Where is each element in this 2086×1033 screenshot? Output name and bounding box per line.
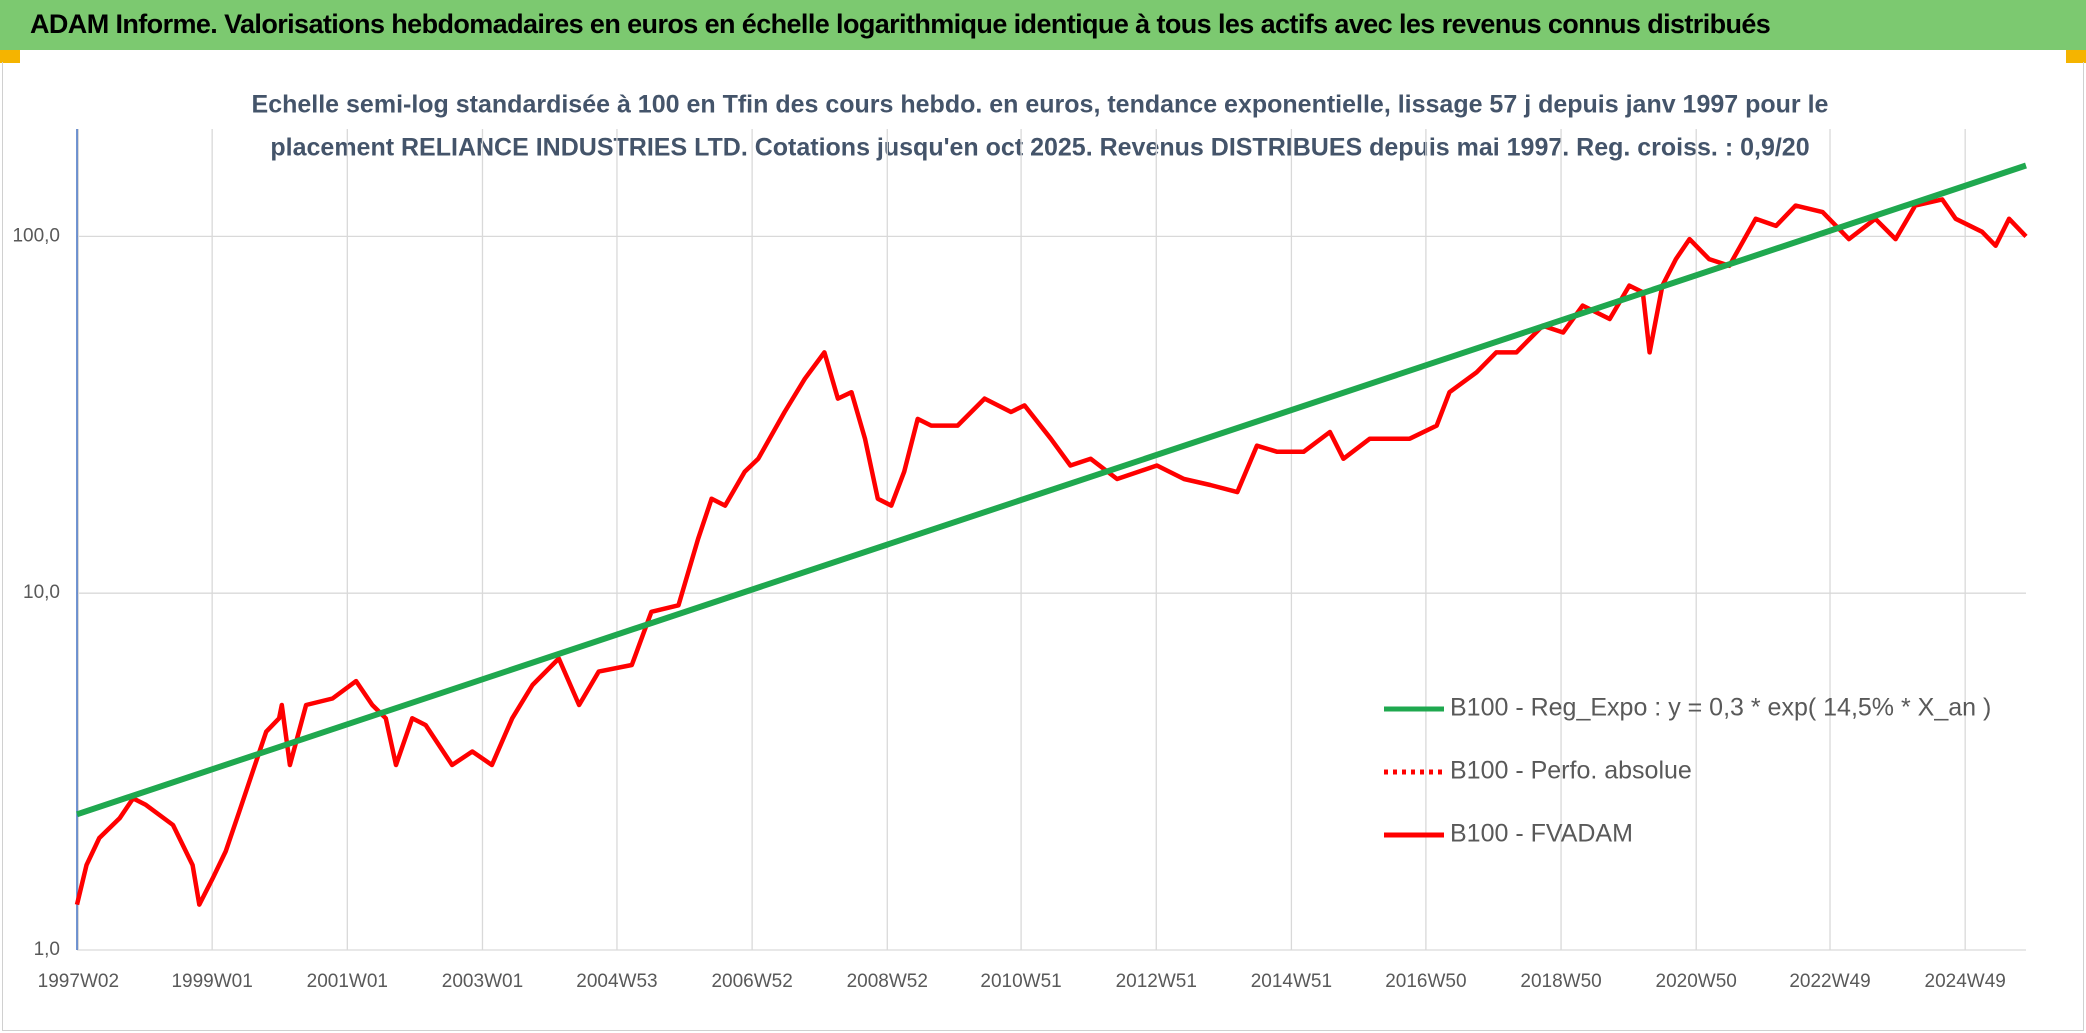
x-tick-label: 2001W01 [307, 971, 388, 992]
y-tick-label: 100,0 [12, 225, 60, 246]
x-tick-label: 2010W51 [980, 971, 1061, 992]
y-tick-label: 1,0 [34, 939, 60, 960]
legend-label: B100 - Perfo. absolue [1450, 757, 1692, 785]
x-tick-label: 2016W50 [1385, 971, 1466, 992]
x-tick-label: 2003W01 [442, 971, 523, 992]
x-tick-label: 2006W52 [711, 971, 792, 992]
x-tick-label: 2014W51 [1251, 971, 1332, 992]
chart-subtitle: Echelle semi-log standardisée à 100 en T… [252, 91, 1829, 119]
corner-mark [2066, 50, 2086, 63]
x-tick-label: 2024W49 [1925, 971, 2006, 992]
x-tick-label: 2012W51 [1116, 971, 1197, 992]
legend-label: B100 - Reg_Expo : y = 0,3 * exp( 14,5% *… [1450, 694, 1991, 722]
series-line [74, 197, 2028, 907]
x-tick-label: 2004W53 [576, 971, 657, 992]
series-line [76, 162, 2027, 818]
x-tick-label: 2008W52 [847, 971, 928, 992]
x-tick-label: 2022W49 [1789, 971, 1870, 992]
x-tick-label: 2018W50 [1520, 971, 1601, 992]
chart-subtitle: placement RELIANCE INDUSTRIES LTD. Cotat… [270, 134, 1809, 162]
header-title: ADAM Informe. Valorisations hebdomadaire… [30, 9, 1771, 39]
header-bar: ADAM Informe. Valorisations hebdomadaire… [0, 0, 2086, 50]
x-tick-label: 1997W02 [38, 971, 119, 992]
y-tick-label: 10,0 [23, 582, 60, 603]
corner-mark [0, 50, 20, 63]
legend-label: B100 - FVADAM [1450, 820, 1633, 848]
x-tick-label: 1999W01 [171, 971, 252, 992]
x-tick-label: 2020W50 [1656, 971, 1737, 992]
chart-frame [2, 62, 2084, 1031]
